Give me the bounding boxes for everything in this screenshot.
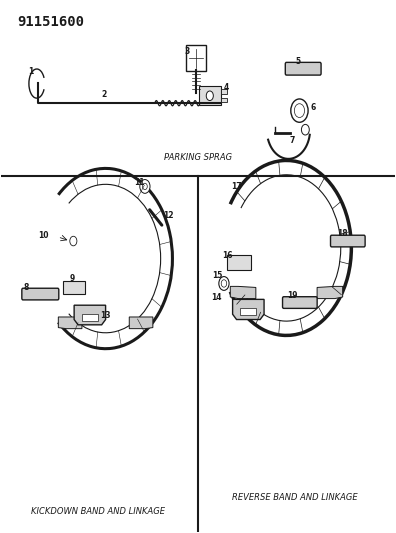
Circle shape bbox=[143, 183, 147, 190]
Text: 18: 18 bbox=[337, 229, 348, 238]
Polygon shape bbox=[82, 314, 98, 320]
Text: 9: 9 bbox=[70, 274, 75, 283]
Circle shape bbox=[219, 277, 229, 290]
Polygon shape bbox=[58, 317, 82, 329]
Text: 12: 12 bbox=[163, 211, 173, 220]
Text: REVERSE BAND AND LINKAGE: REVERSE BAND AND LINKAGE bbox=[232, 492, 357, 502]
Circle shape bbox=[291, 99, 308, 122]
Text: 16: 16 bbox=[223, 252, 233, 261]
Text: 7: 7 bbox=[290, 136, 295, 145]
Text: 6: 6 bbox=[310, 103, 316, 112]
Text: 13: 13 bbox=[100, 311, 111, 320]
Text: 3: 3 bbox=[185, 47, 190, 56]
Text: 5: 5 bbox=[296, 58, 301, 66]
Polygon shape bbox=[74, 305, 106, 325]
Circle shape bbox=[206, 91, 213, 101]
Text: 4: 4 bbox=[224, 83, 229, 92]
Polygon shape bbox=[232, 300, 264, 319]
Circle shape bbox=[301, 124, 309, 135]
Circle shape bbox=[70, 236, 77, 246]
Bar bbox=[63, 281, 85, 294]
Text: KICKDOWN BAND AND LINKAGE: KICKDOWN BAND AND LINKAGE bbox=[31, 507, 165, 516]
Text: 1: 1 bbox=[28, 67, 34, 76]
Text: 11: 11 bbox=[135, 178, 145, 187]
Circle shape bbox=[140, 180, 150, 193]
Polygon shape bbox=[317, 286, 343, 298]
Text: PARKING SPRAG: PARKING SPRAG bbox=[164, 154, 232, 163]
Text: 17: 17 bbox=[231, 182, 242, 191]
FancyBboxPatch shape bbox=[22, 288, 59, 300]
Text: 10: 10 bbox=[38, 231, 49, 240]
FancyBboxPatch shape bbox=[285, 62, 321, 75]
Text: 14: 14 bbox=[211, 293, 221, 302]
Text: 15: 15 bbox=[212, 271, 223, 280]
Polygon shape bbox=[221, 90, 227, 94]
FancyBboxPatch shape bbox=[282, 297, 317, 309]
Text: 8: 8 bbox=[23, 282, 29, 292]
FancyBboxPatch shape bbox=[331, 235, 365, 247]
FancyBboxPatch shape bbox=[186, 45, 206, 71]
Circle shape bbox=[221, 280, 227, 287]
Polygon shape bbox=[221, 98, 227, 102]
Polygon shape bbox=[240, 308, 256, 316]
Polygon shape bbox=[230, 286, 256, 298]
Polygon shape bbox=[199, 86, 221, 106]
Text: 91151600: 91151600 bbox=[17, 14, 84, 29]
Polygon shape bbox=[129, 317, 153, 329]
Text: 2: 2 bbox=[101, 90, 106, 99]
Text: 19: 19 bbox=[287, 290, 298, 300]
Bar bbox=[227, 255, 251, 270]
Circle shape bbox=[294, 104, 305, 117]
